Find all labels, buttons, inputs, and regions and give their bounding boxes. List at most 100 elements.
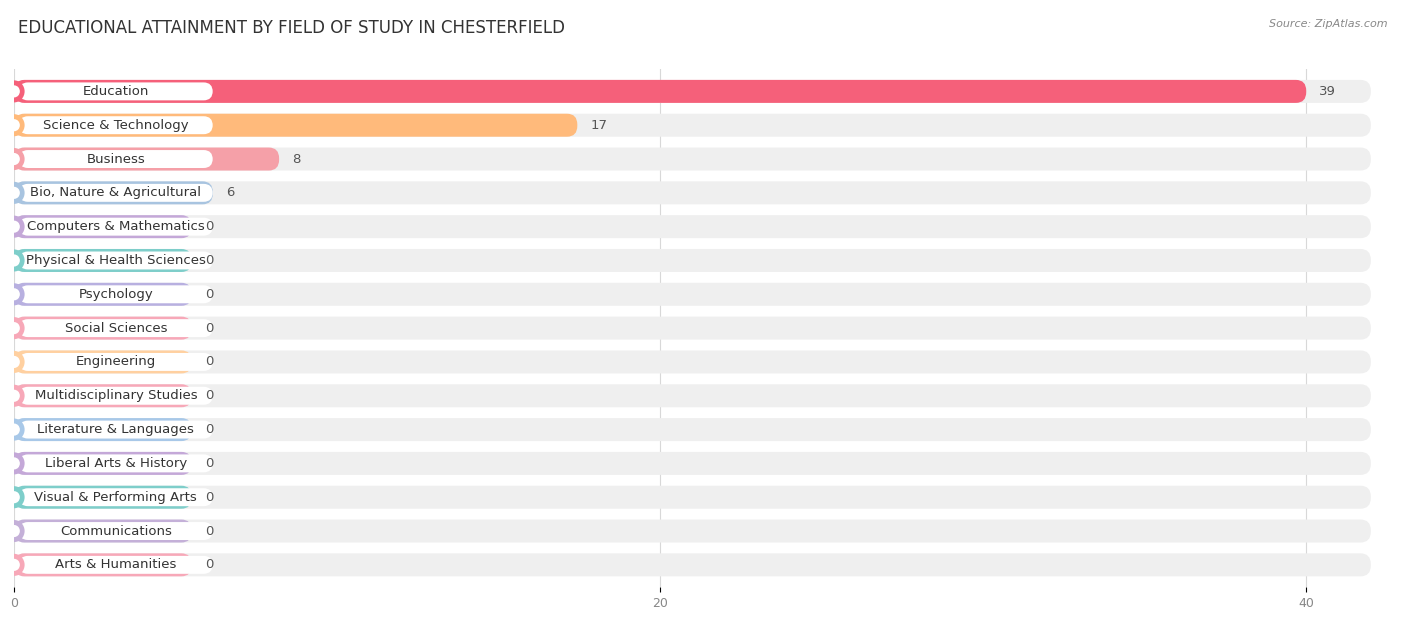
FancyBboxPatch shape bbox=[14, 148, 280, 170]
FancyBboxPatch shape bbox=[14, 283, 1371, 306]
FancyBboxPatch shape bbox=[14, 317, 1371, 339]
Text: 0: 0 bbox=[205, 288, 214, 301]
Circle shape bbox=[4, 452, 24, 475]
FancyBboxPatch shape bbox=[14, 384, 191, 407]
Circle shape bbox=[8, 119, 20, 131]
Text: 8: 8 bbox=[292, 153, 301, 165]
Text: 0: 0 bbox=[205, 220, 214, 233]
FancyBboxPatch shape bbox=[18, 387, 212, 404]
Text: 0: 0 bbox=[205, 524, 214, 538]
Text: Education: Education bbox=[83, 85, 149, 98]
FancyBboxPatch shape bbox=[18, 218, 212, 235]
Circle shape bbox=[4, 554, 24, 576]
FancyBboxPatch shape bbox=[14, 418, 1371, 441]
Circle shape bbox=[8, 153, 20, 165]
Circle shape bbox=[8, 390, 20, 402]
Circle shape bbox=[4, 486, 24, 508]
FancyBboxPatch shape bbox=[18, 150, 212, 168]
FancyBboxPatch shape bbox=[18, 285, 212, 304]
Text: Visual & Performing Arts: Visual & Performing Arts bbox=[34, 491, 197, 504]
FancyBboxPatch shape bbox=[18, 184, 212, 202]
Circle shape bbox=[4, 385, 24, 407]
Text: Literature & Languages: Literature & Languages bbox=[38, 423, 194, 436]
FancyBboxPatch shape bbox=[14, 114, 578, 137]
FancyBboxPatch shape bbox=[14, 215, 191, 238]
Text: 0: 0 bbox=[205, 389, 214, 402]
FancyBboxPatch shape bbox=[14, 350, 1371, 374]
FancyBboxPatch shape bbox=[14, 452, 1371, 475]
Text: 0: 0 bbox=[205, 254, 214, 267]
FancyBboxPatch shape bbox=[18, 83, 212, 100]
Text: 0: 0 bbox=[205, 491, 214, 504]
Text: 0: 0 bbox=[205, 322, 214, 334]
Circle shape bbox=[8, 254, 20, 266]
Text: Liberal Arts & History: Liberal Arts & History bbox=[45, 457, 187, 470]
Text: 17: 17 bbox=[591, 119, 607, 132]
FancyBboxPatch shape bbox=[14, 181, 1371, 204]
Circle shape bbox=[8, 288, 20, 300]
FancyBboxPatch shape bbox=[14, 181, 212, 204]
Circle shape bbox=[4, 80, 24, 102]
FancyBboxPatch shape bbox=[14, 486, 1371, 509]
Text: Business: Business bbox=[86, 153, 145, 165]
Text: Communications: Communications bbox=[60, 524, 172, 538]
Circle shape bbox=[4, 249, 24, 271]
FancyBboxPatch shape bbox=[14, 249, 1371, 272]
FancyBboxPatch shape bbox=[14, 553, 191, 576]
FancyBboxPatch shape bbox=[18, 252, 212, 269]
FancyBboxPatch shape bbox=[14, 80, 1371, 103]
FancyBboxPatch shape bbox=[14, 114, 1371, 137]
Circle shape bbox=[8, 85, 20, 97]
Text: Source: ZipAtlas.com: Source: ZipAtlas.com bbox=[1270, 19, 1388, 29]
FancyBboxPatch shape bbox=[18, 556, 212, 574]
Text: Computers & Mathematics: Computers & Mathematics bbox=[27, 220, 205, 233]
FancyBboxPatch shape bbox=[14, 553, 1371, 576]
Circle shape bbox=[8, 491, 20, 504]
Circle shape bbox=[8, 221, 20, 233]
Circle shape bbox=[4, 351, 24, 373]
FancyBboxPatch shape bbox=[14, 418, 191, 441]
Text: Science & Technology: Science & Technology bbox=[44, 119, 188, 132]
Circle shape bbox=[8, 187, 20, 199]
FancyBboxPatch shape bbox=[14, 350, 191, 374]
FancyBboxPatch shape bbox=[18, 522, 212, 540]
FancyBboxPatch shape bbox=[14, 148, 1371, 170]
FancyBboxPatch shape bbox=[14, 519, 191, 543]
FancyBboxPatch shape bbox=[18, 421, 212, 439]
Circle shape bbox=[4, 520, 24, 542]
Circle shape bbox=[4, 148, 24, 170]
FancyBboxPatch shape bbox=[18, 488, 212, 506]
FancyBboxPatch shape bbox=[14, 317, 191, 339]
Text: 0: 0 bbox=[205, 558, 214, 571]
Text: Physical & Health Sciences: Physical & Health Sciences bbox=[25, 254, 205, 267]
Text: Psychology: Psychology bbox=[79, 288, 153, 301]
Text: Engineering: Engineering bbox=[76, 355, 156, 369]
FancyBboxPatch shape bbox=[14, 519, 1371, 543]
Circle shape bbox=[8, 322, 20, 334]
Text: 39: 39 bbox=[1319, 85, 1336, 98]
Circle shape bbox=[4, 114, 24, 136]
FancyBboxPatch shape bbox=[14, 486, 191, 509]
FancyBboxPatch shape bbox=[18, 454, 212, 473]
FancyBboxPatch shape bbox=[14, 283, 191, 306]
Circle shape bbox=[8, 423, 20, 435]
FancyBboxPatch shape bbox=[18, 116, 212, 134]
FancyBboxPatch shape bbox=[14, 215, 1371, 238]
FancyBboxPatch shape bbox=[18, 319, 212, 337]
FancyBboxPatch shape bbox=[14, 452, 191, 475]
Text: Social Sciences: Social Sciences bbox=[65, 322, 167, 334]
Text: 0: 0 bbox=[205, 355, 214, 369]
Text: EDUCATIONAL ATTAINMENT BY FIELD OF STUDY IN CHESTERFIELD: EDUCATIONAL ATTAINMENT BY FIELD OF STUDY… bbox=[18, 19, 565, 37]
Circle shape bbox=[4, 182, 24, 204]
Text: Multidisciplinary Studies: Multidisciplinary Studies bbox=[35, 389, 197, 402]
Text: Arts & Humanities: Arts & Humanities bbox=[55, 558, 177, 571]
FancyBboxPatch shape bbox=[18, 353, 212, 371]
Circle shape bbox=[4, 216, 24, 238]
Circle shape bbox=[8, 525, 20, 537]
Text: 6: 6 bbox=[226, 186, 235, 199]
Text: Bio, Nature & Agricultural: Bio, Nature & Agricultural bbox=[31, 186, 201, 199]
Circle shape bbox=[4, 317, 24, 339]
Text: 0: 0 bbox=[205, 423, 214, 436]
FancyBboxPatch shape bbox=[14, 80, 1306, 103]
FancyBboxPatch shape bbox=[14, 249, 191, 272]
